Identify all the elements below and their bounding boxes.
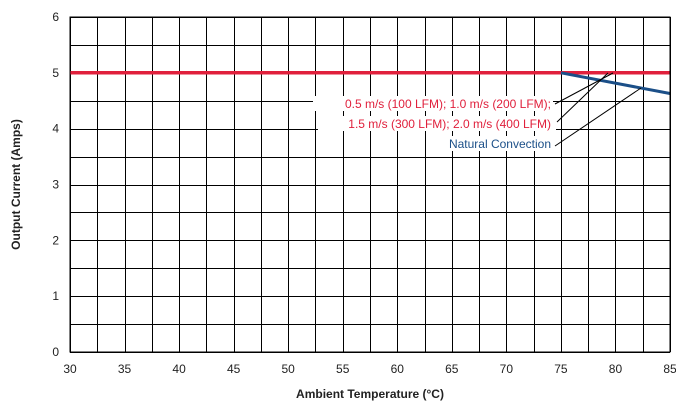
x-tick-label: 85 bbox=[663, 362, 676, 376]
y-tick-label: 0 bbox=[52, 345, 59, 359]
annotation-background bbox=[433, 136, 553, 151]
leader-lines bbox=[554, 72, 642, 147]
leader-line bbox=[556, 72, 609, 123]
x-tick-label: 40 bbox=[172, 362, 186, 376]
y-tick-label: 6 bbox=[52, 10, 59, 24]
y-tick-label: 3 bbox=[52, 178, 59, 192]
y-tick-label: 1 bbox=[52, 289, 59, 303]
leader-line bbox=[554, 87, 642, 147]
x-tick-label: 70 bbox=[500, 362, 514, 376]
x-tick-label: 80 bbox=[609, 362, 623, 376]
y-axis-ticks: 0 1 2 3 4 5 6 bbox=[52, 10, 59, 359]
annotations: 0.5 m/s (100 LFM); 1.0 m/s (200 LFM); 1.5… bbox=[313, 96, 556, 151]
y-tick-label: 5 bbox=[52, 66, 59, 80]
x-tick-label: 35 bbox=[118, 362, 132, 376]
series-line-2 bbox=[560, 71, 671, 95]
x-tick-label: 55 bbox=[336, 362, 350, 376]
x-tick-label: 45 bbox=[227, 362, 241, 376]
x-axis-ticks: 30 35 40 45 50 55 60 65 70 75 80 85 bbox=[63, 362, 676, 376]
annotation-label: 0.5 m/s (100 LFM); 1.0 m/s (200 LFM); bbox=[345, 97, 551, 111]
x-tick-label: 30 bbox=[63, 362, 77, 376]
annotation-label: Natural Convection bbox=[449, 137, 551, 151]
grid bbox=[70, 17, 671, 353]
y-tick-label: 2 bbox=[52, 233, 59, 247]
y-axis-title: Output Current (Amps) bbox=[9, 119, 23, 250]
series-layer bbox=[70, 71, 671, 95]
x-tick-label: 75 bbox=[554, 362, 568, 376]
y-tick-label: 4 bbox=[52, 122, 59, 136]
plot-area-frame bbox=[69, 16, 671, 353]
annotation-background bbox=[318, 116, 556, 131]
x-tick-label: 65 bbox=[445, 362, 459, 376]
x-axis-title: Ambient Temperature (°C) bbox=[296, 387, 444, 401]
annotation-background bbox=[313, 96, 553, 111]
annotation-label: 1.5 m/s (300 LFM); 2.0 m/s (400 LFM) bbox=[348, 117, 551, 131]
x-tick-label: 60 bbox=[391, 362, 405, 376]
x-tick-label: 50 bbox=[282, 362, 296, 376]
